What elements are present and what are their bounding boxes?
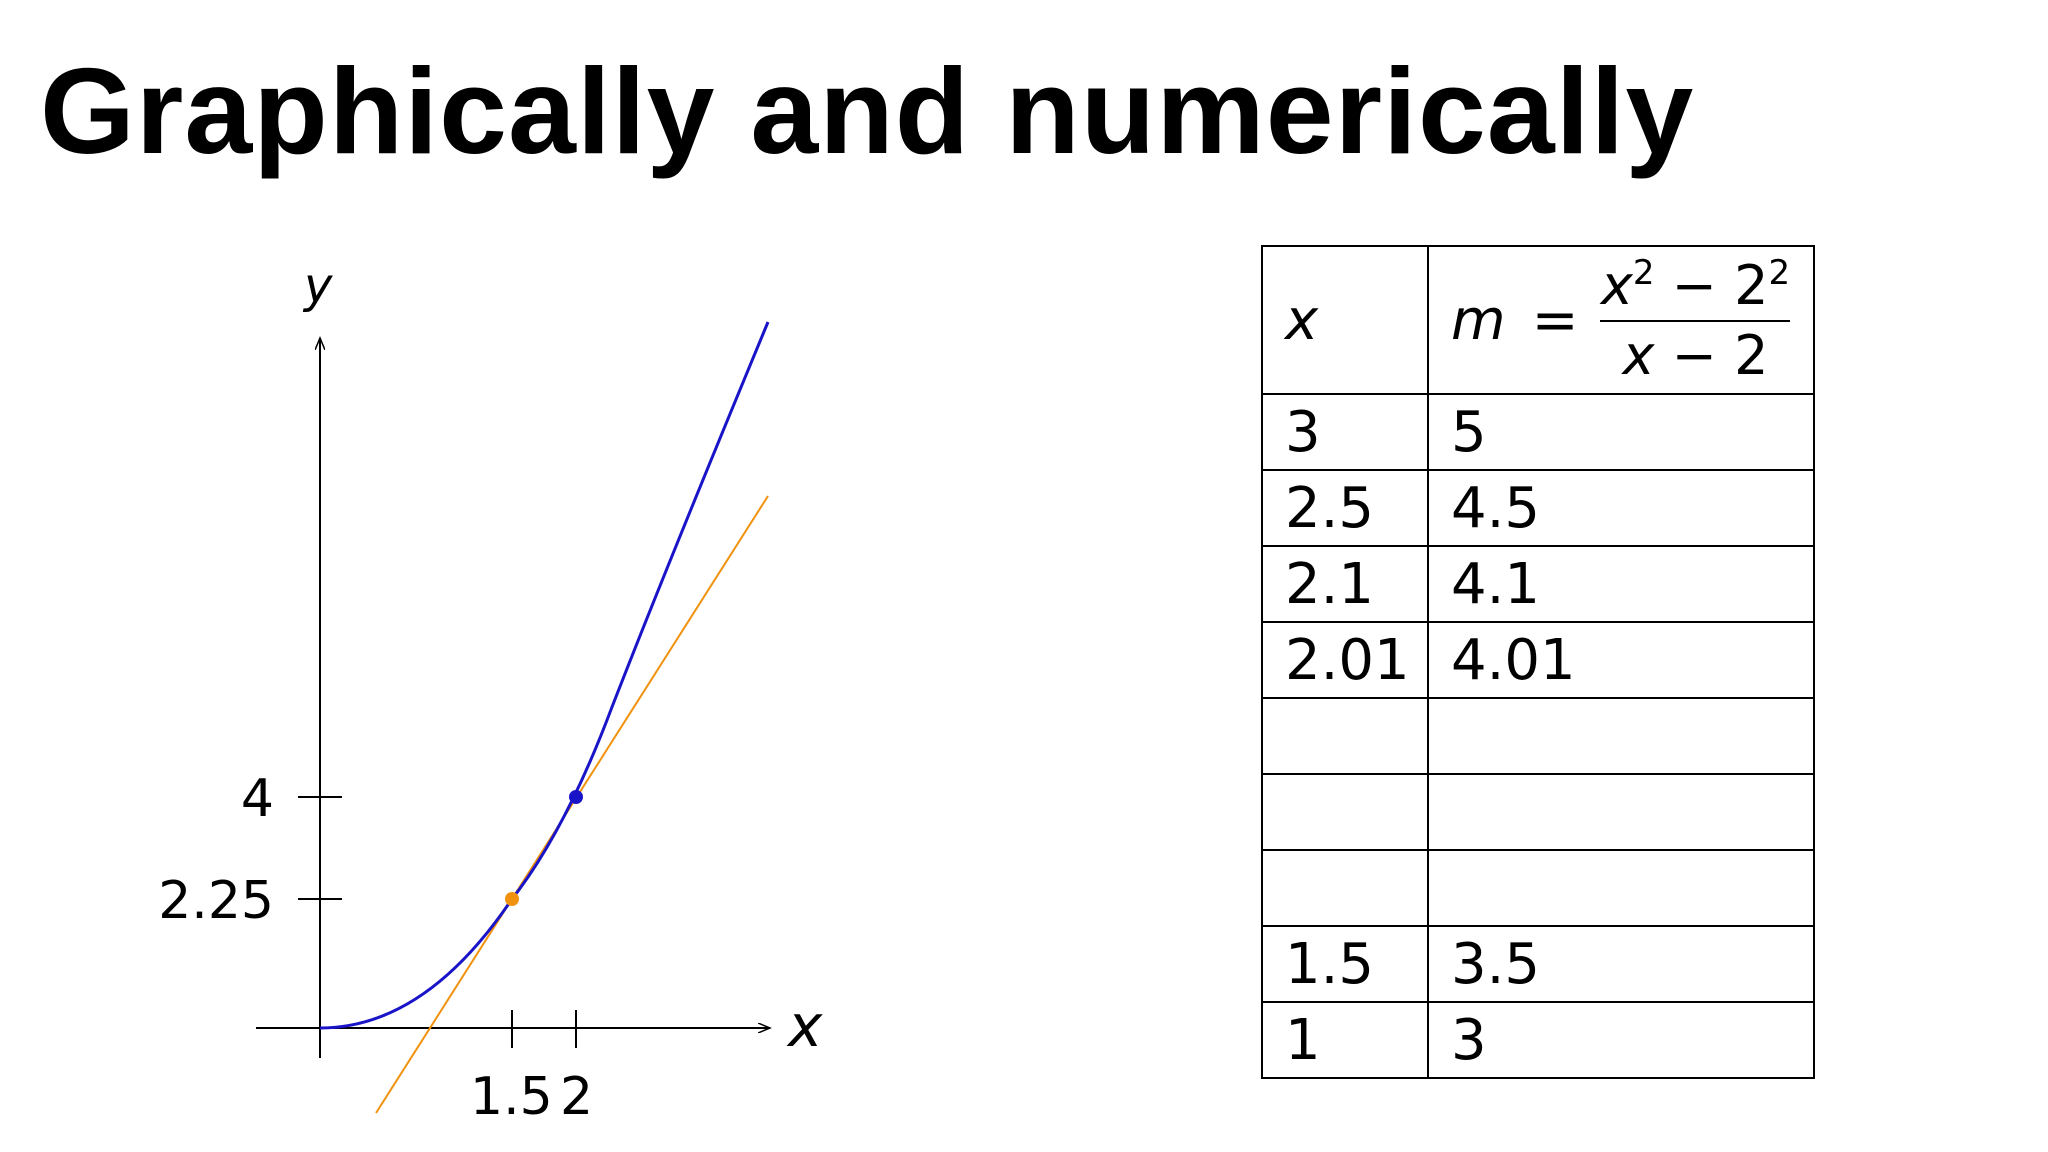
cell-x	[1261, 849, 1429, 927]
table-row: 1.5 3.5	[1261, 925, 1815, 1003]
formula-equals: =	[1531, 287, 1579, 353]
cell-m: 4.5	[1427, 469, 1815, 547]
header-m: m = x2 − 22 x − 2	[1427, 245, 1815, 395]
cell-x: 1.5	[1261, 925, 1429, 1003]
y-axis-label: y	[302, 258, 333, 314]
y-tick-label-4: 4	[241, 769, 274, 829]
cell-m: 3.5	[1427, 925, 1815, 1003]
parabola-curve	[319, 321, 770, 1030]
cell-x	[1261, 697, 1429, 775]
cell-x: 1	[1261, 1001, 1429, 1079]
table-row	[1261, 773, 1815, 851]
header-x-label: x	[1285, 287, 1319, 353]
formula-fraction-bar	[1600, 320, 1791, 322]
cell-x: 2.01	[1261, 621, 1429, 699]
cell-m	[1427, 849, 1815, 927]
formula-m: m	[1451, 287, 1506, 353]
slope-formula: m = x2 − 22 x − 2	[1451, 252, 1813, 387]
cell-m: 4.01	[1427, 621, 1815, 699]
x-tick-label-1-5: 1.5	[470, 1067, 553, 1127]
table-header-row: x m = x2 − 22 x − 2	[1261, 245, 1815, 395]
cell-m	[1427, 773, 1815, 851]
formula-denominator: x − 2	[1622, 324, 1769, 387]
y-tick-label-2-25: 2.25	[158, 871, 274, 931]
page-title: Graphically and numerically	[40, 43, 1695, 179]
x-tick-label-2: 2	[560, 1067, 593, 1127]
cell-m: 3	[1427, 1001, 1815, 1079]
cell-x: 2.5	[1261, 469, 1429, 547]
cell-m: 5	[1427, 393, 1815, 471]
cell-x: 3	[1261, 393, 1429, 471]
point-1-5-orange	[505, 892, 519, 906]
table-row	[1261, 849, 1815, 927]
cell-m	[1427, 697, 1815, 775]
cell-x	[1261, 773, 1429, 851]
header-x: x	[1261, 245, 1429, 395]
table-row: 2.5 4.5	[1261, 469, 1815, 547]
cell-m: 4.1	[1427, 545, 1815, 623]
table-row	[1261, 697, 1815, 775]
table-row: 2.1 4.1	[1261, 545, 1815, 623]
function-graph: 1.5 2 4 2.25 x y	[158, 258, 823, 1127]
cell-x: 2.1	[1261, 545, 1429, 623]
formula-fraction: x2 − 22 x − 2	[1600, 252, 1791, 387]
x-axis-label: x	[786, 992, 823, 1060]
formula-numerator: x2 − 22	[1600, 252, 1791, 317]
point-2-blue	[569, 790, 583, 804]
table-row: 2.01 4.01	[1261, 621, 1815, 699]
secant-line	[375, 495, 769, 1114]
